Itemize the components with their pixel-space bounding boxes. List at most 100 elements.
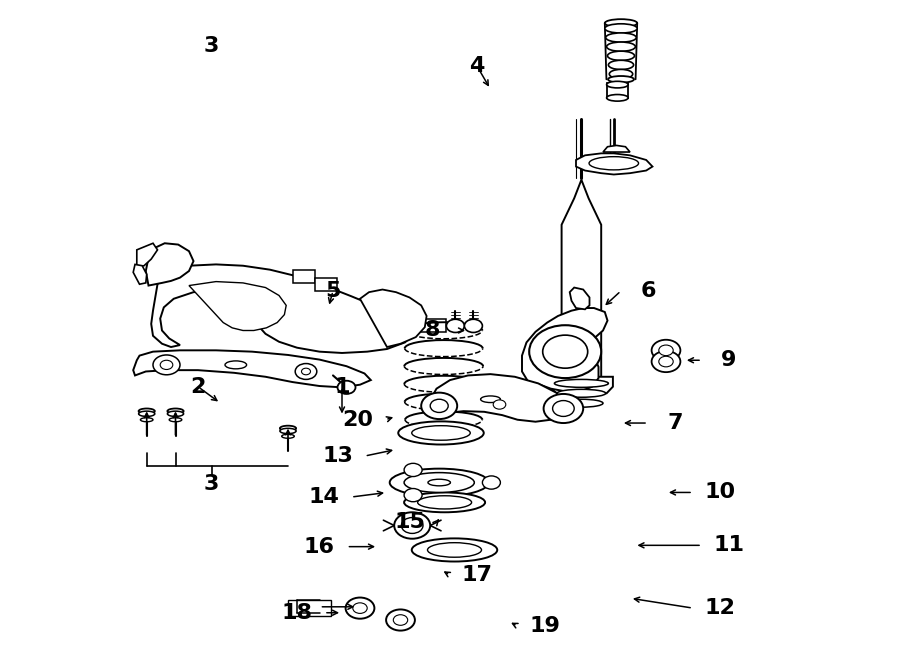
Polygon shape <box>133 350 371 387</box>
Ellipse shape <box>412 538 497 561</box>
Text: 14: 14 <box>309 487 339 507</box>
Ellipse shape <box>418 496 472 509</box>
Circle shape <box>386 609 415 631</box>
Text: 3: 3 <box>203 474 220 494</box>
Polygon shape <box>189 282 286 330</box>
Text: 2: 2 <box>190 377 206 397</box>
Polygon shape <box>146 243 194 286</box>
Circle shape <box>421 393 457 419</box>
Ellipse shape <box>169 418 182 422</box>
Ellipse shape <box>390 469 489 496</box>
Polygon shape <box>430 374 565 422</box>
Ellipse shape <box>225 361 247 369</box>
Polygon shape <box>562 180 601 383</box>
Circle shape <box>404 488 422 502</box>
Ellipse shape <box>412 426 470 440</box>
Text: 18: 18 <box>282 603 312 623</box>
Polygon shape <box>133 264 147 284</box>
Ellipse shape <box>554 379 608 387</box>
Text: 15: 15 <box>394 512 425 532</box>
Bar <box>421 319 446 332</box>
Ellipse shape <box>428 543 482 557</box>
Text: 9: 9 <box>721 350 737 370</box>
Ellipse shape <box>605 19 637 27</box>
Text: 20: 20 <box>343 410 373 430</box>
Ellipse shape <box>398 422 484 444</box>
Ellipse shape <box>608 60 634 69</box>
Bar <box>288 600 331 616</box>
Circle shape <box>153 355 180 375</box>
Text: 6: 6 <box>640 281 656 301</box>
Ellipse shape <box>280 426 296 431</box>
Circle shape <box>160 360 173 369</box>
Ellipse shape <box>607 42 635 52</box>
Bar <box>607 83 628 98</box>
Ellipse shape <box>481 396 500 403</box>
Ellipse shape <box>428 479 450 486</box>
Circle shape <box>404 463 422 477</box>
Text: 11: 11 <box>714 535 744 555</box>
Polygon shape <box>550 377 613 393</box>
Circle shape <box>659 345 673 356</box>
Ellipse shape <box>560 399 603 407</box>
Ellipse shape <box>404 492 485 512</box>
Circle shape <box>446 319 464 332</box>
Text: 1: 1 <box>334 377 350 397</box>
Ellipse shape <box>404 473 474 492</box>
Text: 16: 16 <box>304 537 335 557</box>
Circle shape <box>338 381 356 394</box>
Ellipse shape <box>605 24 637 33</box>
Polygon shape <box>360 290 427 347</box>
Polygon shape <box>315 278 337 291</box>
Circle shape <box>529 325 601 378</box>
Text: 7: 7 <box>667 413 683 433</box>
Ellipse shape <box>608 76 634 83</box>
Circle shape <box>295 364 317 379</box>
Text: 12: 12 <box>705 598 735 618</box>
Circle shape <box>553 401 574 416</box>
Ellipse shape <box>608 51 634 60</box>
Ellipse shape <box>282 434 294 438</box>
Circle shape <box>493 400 506 409</box>
Ellipse shape <box>607 81 628 88</box>
Circle shape <box>464 319 482 332</box>
Text: 5: 5 <box>325 281 341 301</box>
Ellipse shape <box>557 389 606 397</box>
Polygon shape <box>137 243 157 267</box>
Ellipse shape <box>139 408 155 414</box>
Circle shape <box>353 603 367 613</box>
Circle shape <box>652 351 680 372</box>
Polygon shape <box>293 270 315 283</box>
Text: 19: 19 <box>529 616 560 636</box>
Ellipse shape <box>609 69 633 79</box>
Circle shape <box>543 335 588 368</box>
Text: 4: 4 <box>469 56 485 76</box>
Circle shape <box>544 394 583 423</box>
Ellipse shape <box>280 428 296 434</box>
Ellipse shape <box>590 157 639 170</box>
Polygon shape <box>151 264 412 353</box>
Text: 17: 17 <box>462 565 492 585</box>
Polygon shape <box>576 153 652 175</box>
Ellipse shape <box>606 33 636 42</box>
Ellipse shape <box>167 408 184 414</box>
Ellipse shape <box>607 95 628 101</box>
Polygon shape <box>603 145 630 152</box>
Text: 8: 8 <box>424 321 440 340</box>
Circle shape <box>652 340 680 361</box>
Circle shape <box>393 615 408 625</box>
Text: 3: 3 <box>203 36 220 56</box>
Circle shape <box>659 356 673 367</box>
Circle shape <box>394 512 430 539</box>
Circle shape <box>302 368 310 375</box>
Ellipse shape <box>139 411 155 416</box>
Circle shape <box>430 399 448 412</box>
Ellipse shape <box>167 411 184 416</box>
Circle shape <box>482 476 500 489</box>
Ellipse shape <box>140 418 153 422</box>
Polygon shape <box>522 308 608 391</box>
Text: 13: 13 <box>322 446 353 466</box>
Text: 10: 10 <box>705 483 735 502</box>
Circle shape <box>346 598 374 619</box>
Polygon shape <box>570 288 590 309</box>
